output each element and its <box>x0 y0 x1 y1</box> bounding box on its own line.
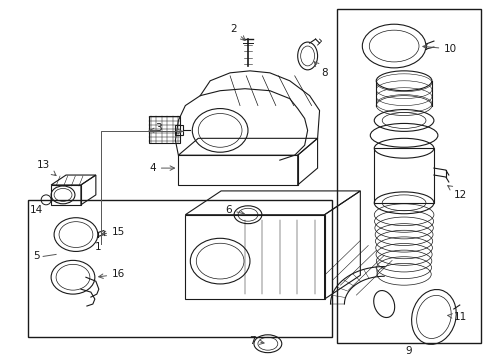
Text: 8: 8 <box>314 62 327 78</box>
Text: 16: 16 <box>99 269 125 279</box>
Text: 2: 2 <box>229 24 244 40</box>
Text: 10: 10 <box>422 44 456 54</box>
Bar <box>373 148 433 203</box>
Bar <box>28 200 331 337</box>
Text: 3: 3 <box>155 123 162 134</box>
Text: 5: 5 <box>33 251 40 261</box>
Text: 9: 9 <box>405 346 411 356</box>
Text: 11: 11 <box>447 312 467 322</box>
Text: 14: 14 <box>29 205 43 215</box>
Text: 13: 13 <box>37 160 56 176</box>
Text: 12: 12 <box>447 186 467 200</box>
Bar <box>148 116 180 143</box>
Text: 4: 4 <box>149 163 174 173</box>
Bar <box>337 9 480 343</box>
Text: 1: 1 <box>94 243 101 252</box>
Text: 6: 6 <box>224 205 244 215</box>
Text: 15: 15 <box>102 226 125 237</box>
Text: 7: 7 <box>248 336 264 346</box>
